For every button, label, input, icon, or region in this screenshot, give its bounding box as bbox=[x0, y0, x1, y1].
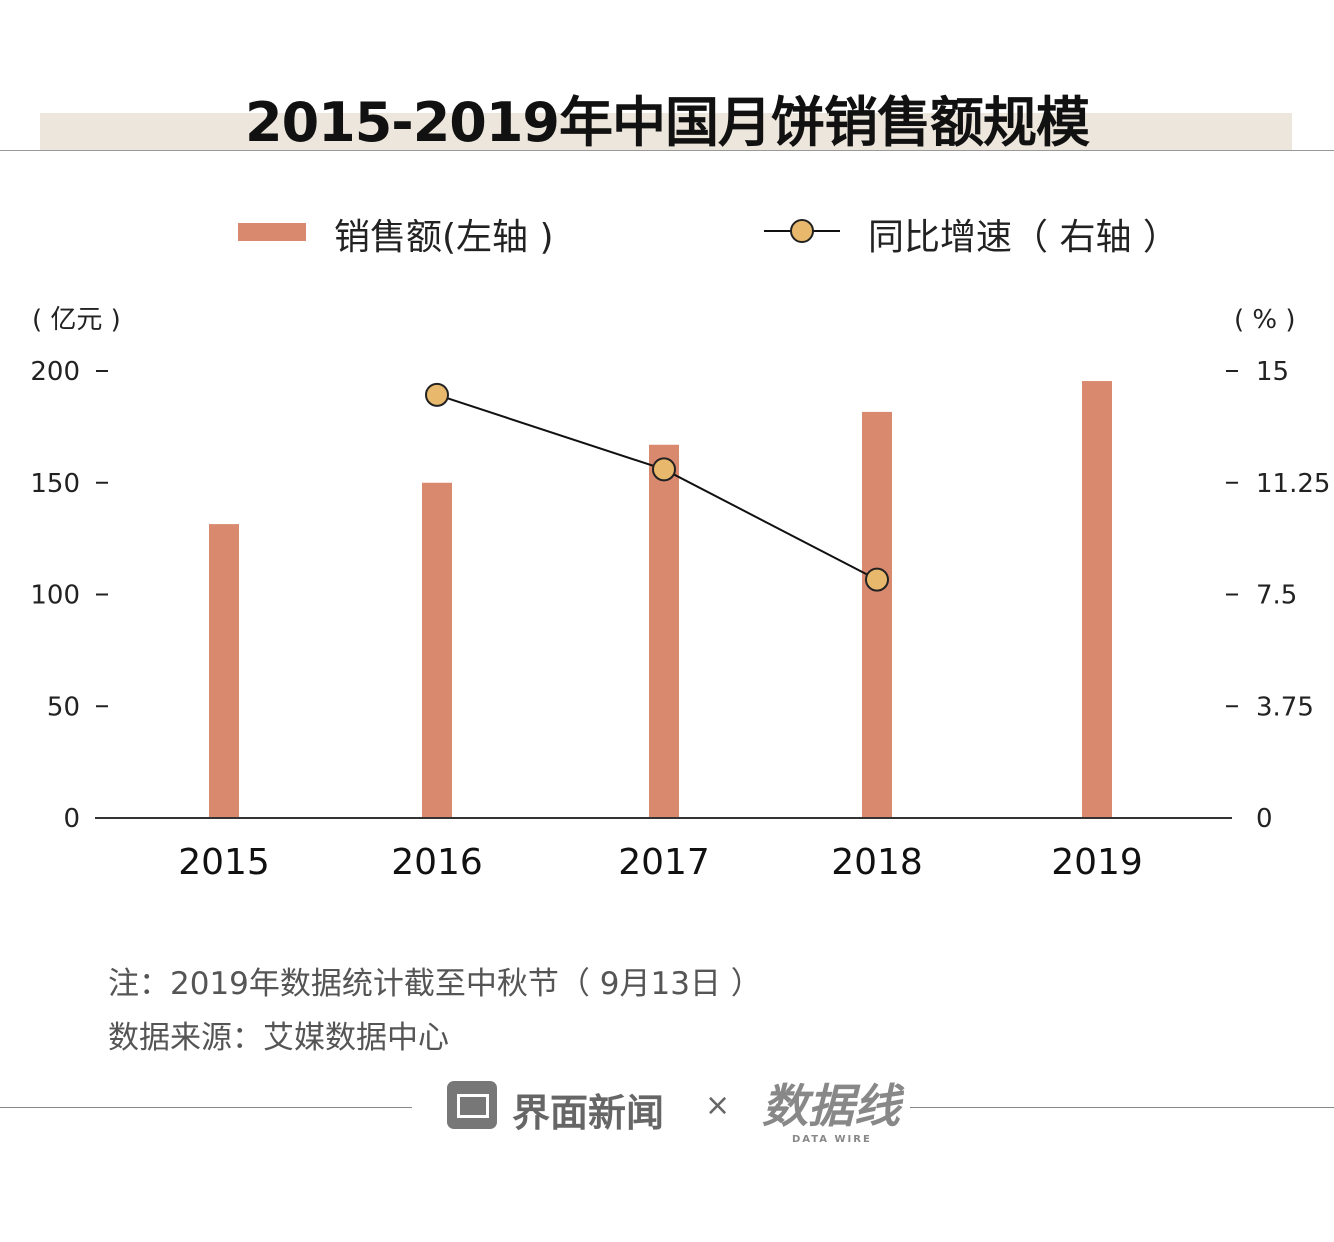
brand-name: 界面新闻 bbox=[512, 1091, 665, 1135]
left-tick-label: 0 bbox=[63, 804, 80, 834]
partner-logo-sub: DATA WIRE bbox=[792, 1134, 872, 1145]
brand-logo-icon bbox=[447, 1081, 497, 1129]
growth-point-2016 bbox=[425, 382, 449, 407]
x-tick-label: 2019 bbox=[1051, 842, 1143, 883]
left-tick-label: 150 bbox=[30, 469, 80, 499]
left-tick-label: 100 bbox=[30, 581, 80, 611]
source-note: 数据来源：艾媒数据中心 bbox=[108, 1020, 449, 1056]
left-axis-label: ( 亿元 ) bbox=[32, 305, 121, 335]
bar-2017 bbox=[649, 444, 679, 818]
legend-bar-label: 销售额(左轴 ) bbox=[334, 217, 554, 258]
title-divider bbox=[0, 150, 1334, 151]
title-band bbox=[40, 113, 1292, 150]
bar-2015 bbox=[209, 524, 239, 818]
right-axis-label: ( % ) bbox=[1234, 305, 1296, 335]
chart-title: 2015-2019年中国月饼销售额规模 bbox=[245, 91, 1090, 154]
chart-plot: ( 亿元 ) ( % ) 0 50 100 150 200 0 3.75 7.5 11.25 15… bbox=[30, 305, 1330, 883]
bar-2018 bbox=[862, 411, 892, 818]
right-tick-label: 15 bbox=[1256, 357, 1289, 387]
partner-logo: 数据线 bbox=[762, 1079, 900, 1133]
footer-divider-left bbox=[0, 1107, 412, 1108]
x-tick-label: 2018 bbox=[831, 842, 923, 883]
right-tick-label: 3.75 bbox=[1256, 692, 1314, 722]
growth-point-2018 bbox=[865, 567, 889, 592]
x-tick-label: 2017 bbox=[618, 842, 710, 883]
right-tick-label: 0 bbox=[1256, 804, 1273, 834]
times-sign: × bbox=[705, 1088, 731, 1123]
footer-divider-right bbox=[910, 1107, 1334, 1108]
right-tick-label: 11.25 bbox=[1256, 469, 1330, 499]
left-tick-label: 200 bbox=[30, 357, 80, 387]
legend-line-swatch bbox=[764, 219, 840, 243]
footnote: 注：2019年数据统计截至中秋节（ 9月13日 ） bbox=[108, 966, 762, 1002]
bar-2016 bbox=[422, 482, 452, 818]
bar-2019 bbox=[1082, 381, 1112, 818]
x-tick-label: 2015 bbox=[178, 842, 270, 883]
left-tick-label: 50 bbox=[47, 692, 80, 722]
legend-line-label: 同比增速（ 右轴 ） bbox=[868, 217, 1179, 258]
right-tick-label: 7.5 bbox=[1256, 581, 1297, 611]
x-tick-label: 2016 bbox=[391, 842, 483, 883]
legend-bar-swatch bbox=[238, 223, 306, 241]
growth-point-2017 bbox=[652, 457, 676, 482]
